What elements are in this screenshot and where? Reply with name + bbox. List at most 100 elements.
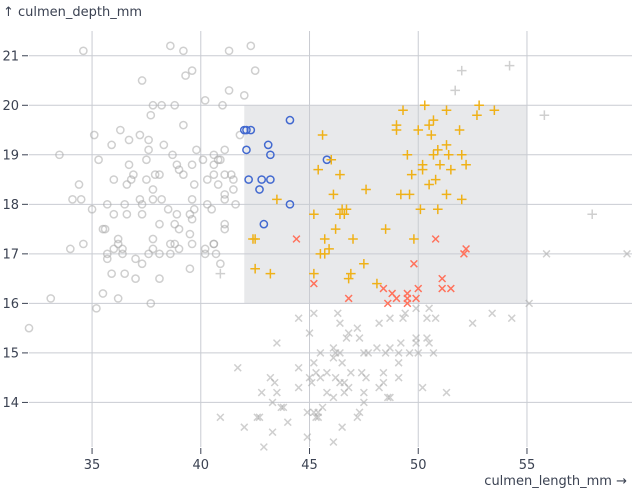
unselected-circle-point xyxy=(144,145,153,155)
unselected-cross-point xyxy=(303,433,312,442)
unselected-circle-point xyxy=(94,155,103,165)
selected-circle-point xyxy=(285,199,295,209)
selected-plus-point xyxy=(328,189,339,200)
unselected-cross-point xyxy=(329,393,338,402)
unselected-cross-point xyxy=(359,388,368,397)
selected-plus-point xyxy=(391,125,402,135)
unselected-circle-point xyxy=(174,224,184,234)
unselected-cross-point xyxy=(294,383,303,392)
unselected-plus-point xyxy=(215,268,226,279)
unselected-circle-point xyxy=(76,195,86,204)
selected-plus-point xyxy=(359,258,369,269)
unselected-circle-point xyxy=(135,195,145,204)
unselected-circle-point xyxy=(174,244,184,254)
selected-plus-point xyxy=(489,105,500,116)
y-tick-label: 17 xyxy=(2,247,19,262)
unselected-circle-point xyxy=(213,155,223,165)
unselected-cross-point xyxy=(442,388,451,397)
unselected-cross-point xyxy=(405,348,414,357)
selected-plus-point xyxy=(404,189,415,200)
unselected-cross-point xyxy=(418,383,427,392)
unselected-circle-point xyxy=(224,46,234,56)
selected-plus-point xyxy=(343,273,354,284)
unselected-cross-point xyxy=(412,304,420,313)
unselected-cross-point xyxy=(255,413,264,422)
unselected-cross-point xyxy=(338,358,347,367)
unselected-cross-point xyxy=(394,373,403,382)
selected-cross-point xyxy=(446,284,455,293)
selected-cross-point xyxy=(392,294,401,303)
unselected-circle-point xyxy=(165,239,175,249)
unselected-cross-point xyxy=(294,363,303,372)
unselected-circle-point xyxy=(220,190,230,199)
y-tick-label: 20 xyxy=(2,99,19,114)
unselected-circle-point xyxy=(192,145,201,155)
selected-cross-point xyxy=(438,274,447,283)
unselected-circle-point xyxy=(220,195,230,204)
unselected-cross-point xyxy=(425,304,434,313)
unselected-circle-point xyxy=(209,239,219,249)
unselected-circle-point xyxy=(98,289,108,298)
selected-circle-point xyxy=(255,185,264,194)
unselected-cross-point xyxy=(312,413,320,422)
unselected-circle-point xyxy=(189,180,199,189)
selected-plus-point xyxy=(428,115,439,125)
unselected-circle-point xyxy=(187,160,197,170)
unselected-circle-point xyxy=(200,95,210,105)
y-axis: 14 15 16 17 18 19 20 21 xyxy=(2,49,28,411)
unselected-circle-point xyxy=(155,170,164,179)
unselected-cross-point xyxy=(399,314,407,323)
unselected-circle-point xyxy=(213,180,223,189)
unselected-cross-point xyxy=(425,339,434,347)
selected-plus-point xyxy=(428,150,439,160)
selected-plus-point xyxy=(324,244,334,254)
unselected-cross-point xyxy=(355,408,364,417)
unselected-cross-point xyxy=(375,319,384,328)
x-tick-label: 55 xyxy=(519,458,536,473)
selected-plus-point xyxy=(337,204,347,215)
unselected-circle-point xyxy=(187,195,197,204)
unselected-circle-point xyxy=(55,150,64,160)
selected-plus-point xyxy=(426,130,437,140)
selected-plus-point xyxy=(402,150,413,160)
selected-plus-point xyxy=(265,268,276,279)
unselected-circle-point xyxy=(24,323,34,333)
unselected-cross-point xyxy=(272,388,281,397)
selected-plus-point xyxy=(441,140,452,150)
unselected-cross-point xyxy=(386,314,394,323)
selected-plus-point xyxy=(472,110,482,120)
unselected-circle-point xyxy=(229,175,238,184)
unselected-cross-point xyxy=(401,309,410,318)
unselected-cross-point xyxy=(507,314,516,323)
unselected-circle-point xyxy=(185,209,195,219)
unselected-circle-point xyxy=(179,170,188,179)
unselected-circle-point xyxy=(224,86,234,95)
selected-plus-point xyxy=(456,194,467,205)
unselected-circle-point xyxy=(231,199,240,209)
unselected-cross-point xyxy=(375,383,384,392)
y-tick-label: 16 xyxy=(2,297,19,312)
selected-plus-point xyxy=(441,105,452,116)
selected-circle-point xyxy=(244,175,253,184)
unselected-circle-point xyxy=(250,66,260,75)
unselected-circle-point xyxy=(137,209,147,219)
unselected-circle-point xyxy=(131,274,140,283)
unselected-cross-point xyxy=(272,339,281,347)
unselected-circle-point xyxy=(113,239,123,249)
unselected-circle-point xyxy=(87,204,97,214)
unselected-circle-point xyxy=(209,160,219,170)
unselected-circle-point xyxy=(89,130,99,140)
unselected-circle-point xyxy=(92,303,101,313)
y-axis-label: ↑ culmen_depth_mm xyxy=(3,5,142,20)
selected-plus-point xyxy=(441,189,452,200)
selected-plus-point xyxy=(406,169,417,180)
unselected-circle-point xyxy=(189,204,199,214)
unselected-cross-point xyxy=(396,339,405,347)
unselected-circle-point xyxy=(157,195,166,204)
selected-circle-point xyxy=(242,145,251,155)
unselected-plus-point xyxy=(587,209,598,220)
unselected-circle-point xyxy=(187,66,197,75)
unselected-cross-point xyxy=(340,388,349,397)
selected-plus-point xyxy=(250,234,260,244)
unselected-cross-point xyxy=(316,373,325,382)
